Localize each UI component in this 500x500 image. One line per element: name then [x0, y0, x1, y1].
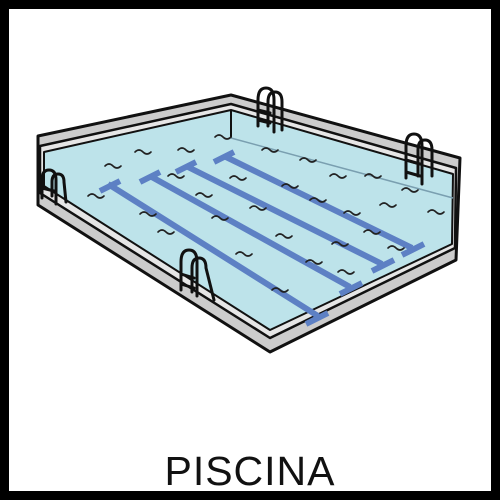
ladder-front	[179, 248, 216, 302]
ladder-left	[40, 168, 68, 206]
ladder-back	[256, 86, 284, 134]
lane-lines	[98, 149, 426, 327]
ladder-right	[404, 132, 434, 186]
water-ripples	[87, 134, 445, 293]
swimming-pool-icon	[36, 86, 462, 354]
card-label: PISCINA	[164, 448, 336, 494]
